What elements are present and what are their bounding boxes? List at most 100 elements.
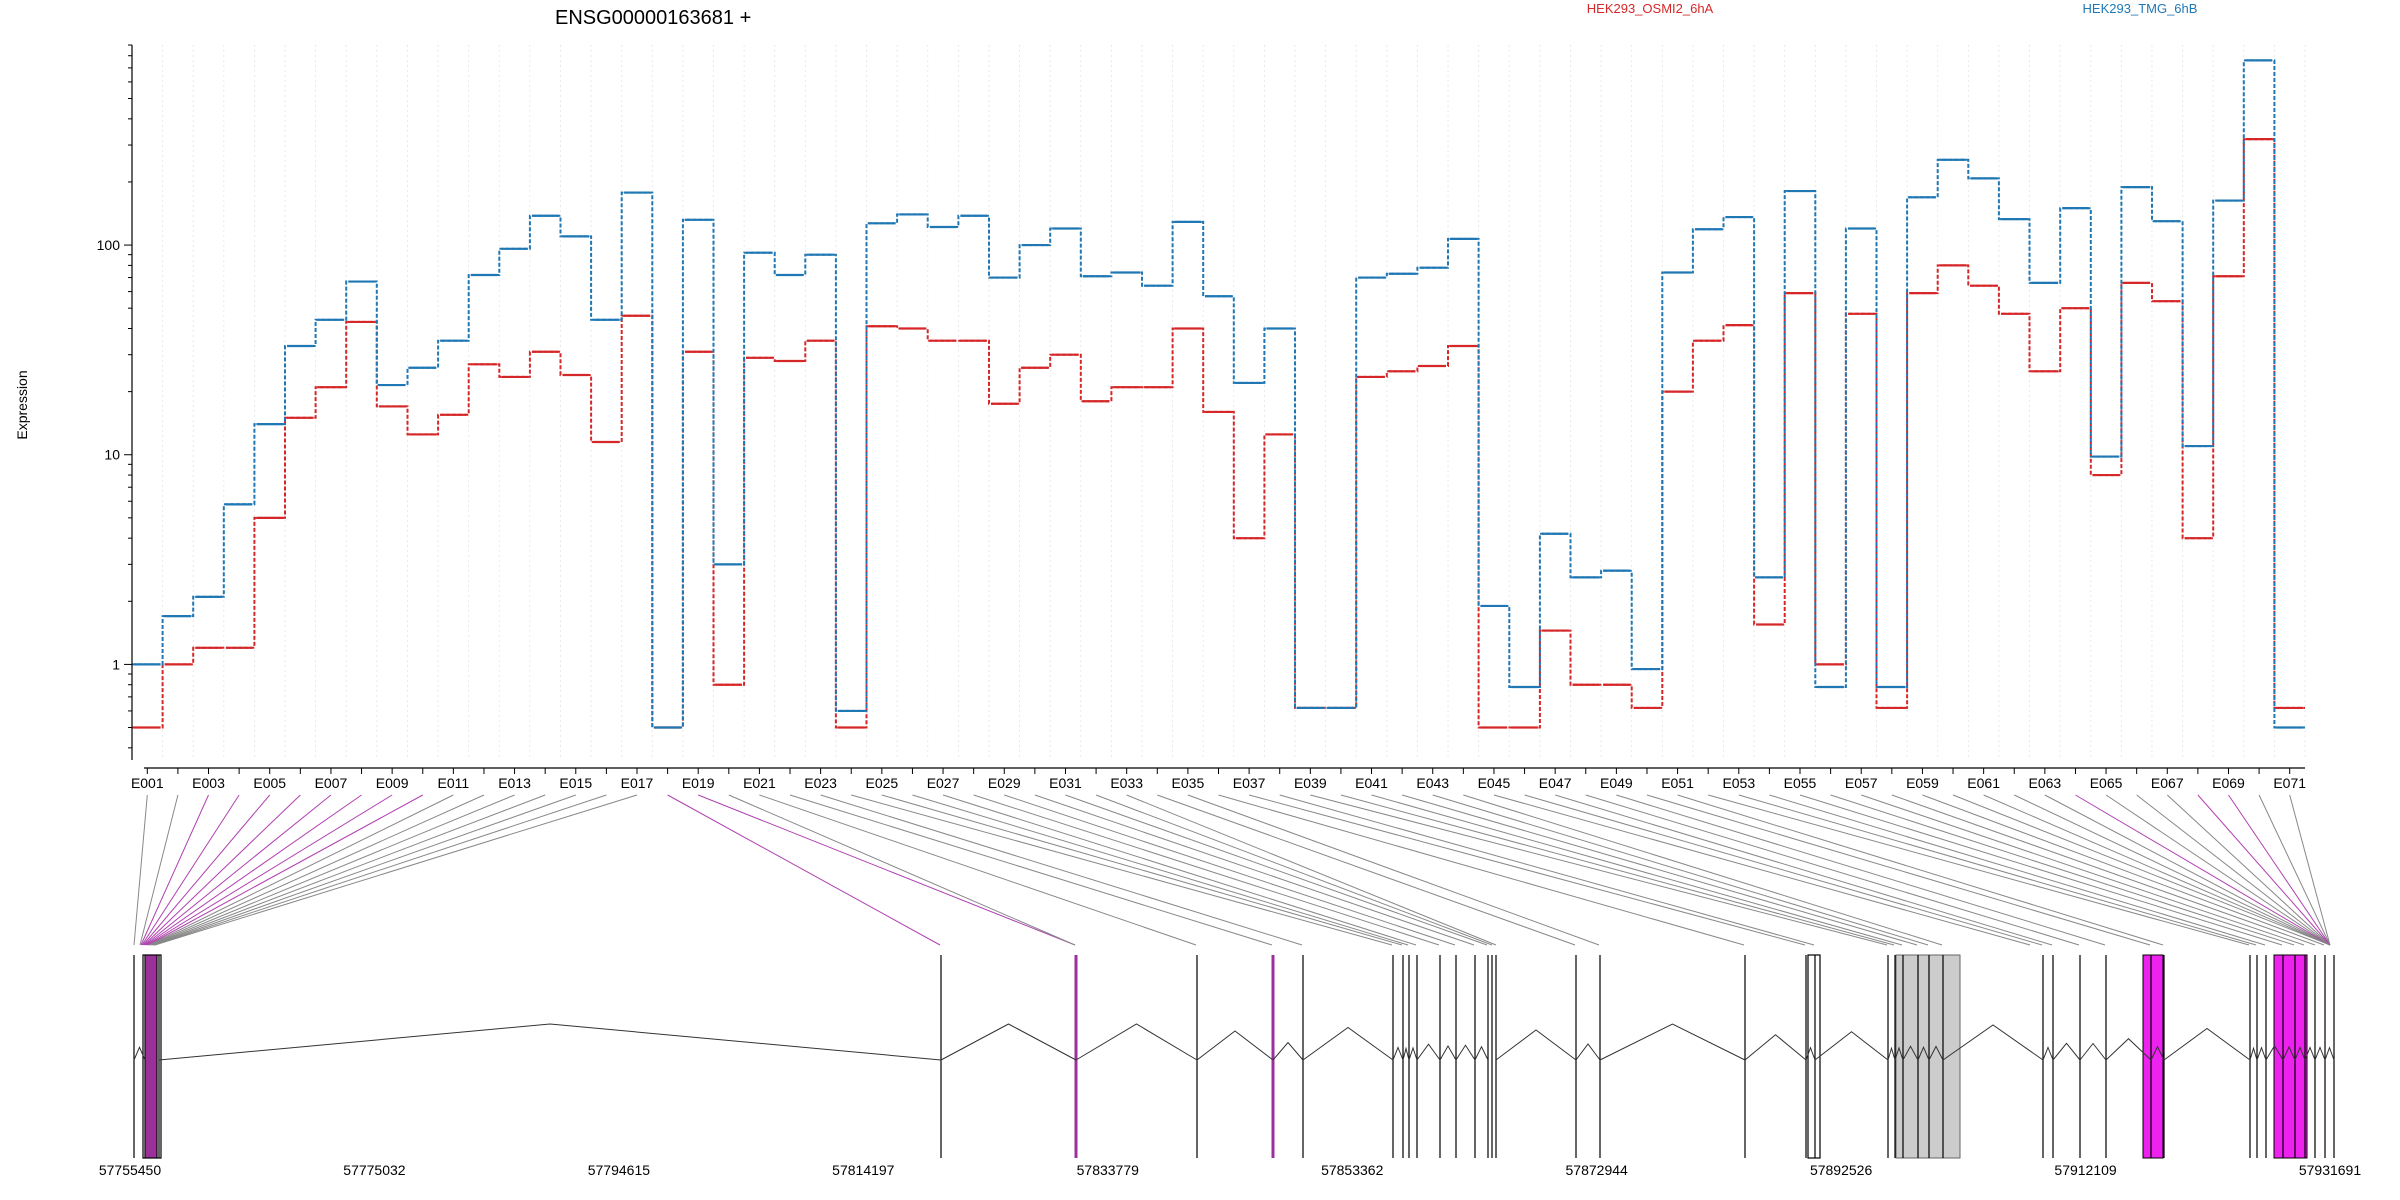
intron-line (1196, 1030, 1274, 1061)
exon-connector (2289, 794, 2331, 946)
exon-connector (1126, 794, 1497, 946)
genome-coordinate-label: 57931691 (2299, 1162, 2362, 1178)
x-tick-label: E063 (2029, 775, 2062, 791)
intron-line (1474, 1045, 1489, 1061)
genome-coordinate-label: 57775032 (343, 1162, 406, 1178)
genome-coordinate-label: 57892526 (1810, 1162, 1873, 1178)
exon-connector (147, 794, 423, 946)
exon-connector (1983, 794, 2331, 946)
exon-connector (667, 794, 941, 946)
exon-connector (1279, 794, 1815, 946)
exon-connector (2258, 794, 2331, 946)
intron-line (2249, 1046, 2258, 1061)
exon-connector (1310, 794, 1888, 946)
x-tick-label: E051 (1661, 775, 1694, 791)
exon-connector (145, 794, 362, 946)
exon-connector (1034, 794, 1475, 946)
exon-connector (1830, 794, 2295, 946)
exon-connector (1004, 794, 1456, 946)
exon-connector (1095, 794, 1493, 946)
exon-connector (1677, 794, 2164, 946)
x-tick-label: E023 (804, 775, 837, 791)
series-line-b (132, 59, 2305, 729)
x-tick-label: E029 (988, 775, 1021, 791)
intron-line (1887, 1046, 1896, 1061)
exon-connector (1891, 794, 2316, 946)
exon-connector (146, 794, 393, 946)
exon-connector (1065, 794, 1488, 946)
exon-connector (1646, 794, 2151, 946)
intron-line (1928, 1045, 1944, 1061)
x-tick-label: E043 (1416, 775, 1449, 791)
exon-connector (1463, 794, 1943, 946)
intron-line (1408, 1046, 1418, 1061)
intron-line (1302, 1026, 1394, 1061)
x-tick-label: E039 (1294, 775, 1327, 791)
exon-connector (1371, 794, 1903, 946)
grid (131, 45, 2306, 760)
exon-connector (1157, 794, 1576, 946)
intron-line (1902, 1045, 1919, 1061)
exon-connector (2197, 794, 2331, 946)
series-lines (132, 59, 2305, 729)
exon-connector (1952, 794, 2331, 946)
exon-connector (150, 794, 515, 946)
exon-connector (154, 794, 638, 946)
intron-line (1439, 1044, 1457, 1061)
intron-line (1272, 1041, 1304, 1061)
exon-connector (1432, 794, 1929, 946)
intron-line (1917, 1045, 1930, 1061)
intron-line (1495, 1029, 1577, 1061)
intron-line (940, 1023, 1077, 1061)
exon-connector (148, 794, 454, 946)
x-tick-label: E027 (927, 775, 960, 791)
x-tick-label: E025 (865, 775, 898, 791)
exon-connectors (133, 794, 2331, 946)
exon-connector (1401, 794, 1918, 946)
x-tick-label: E019 (682, 775, 715, 791)
exon-connector (2228, 794, 2331, 946)
intron-line (2163, 1027, 2251, 1061)
intron-line (1416, 1043, 1441, 1061)
x-tick-label: E065 (2090, 775, 2123, 791)
genome-coordinate-label: 57794615 (588, 1162, 651, 1178)
exon-connector (2075, 794, 2331, 946)
x-tick-label: E003 (192, 775, 225, 791)
legend: HEK293_OSMI2_6hA HEK293_TMG_6hB (1587, 1, 2198, 16)
x-tick-label: E061 (1967, 775, 2000, 791)
intron-line (2282, 1045, 2296, 1061)
exon-connector (789, 794, 1273, 946)
legend-series-b: HEK293_TMG_6hB (2083, 1, 2198, 16)
exon-connector (942, 794, 1417, 946)
y-tick-label: 100 (97, 237, 121, 253)
axes: 1 10 100 E001 E003 E005 E007 E009 E011 E013 E015 E0… (97, 44, 2306, 791)
x-tick-label: E021 (743, 775, 776, 791)
intron-line (2265, 1044, 2284, 1061)
intron-line (2294, 1046, 2306, 1061)
exon-connector (1524, 794, 2043, 946)
exon-connector (820, 794, 1303, 946)
exon-connector (698, 794, 1076, 946)
exon-connector (1922, 794, 2325, 946)
exon-connector (1738, 794, 2257, 946)
x-tick-label: E001 (131, 775, 164, 791)
x-tick-label: E059 (1906, 775, 1939, 791)
intron-line (1942, 1024, 2044, 1061)
exon-connector (149, 794, 485, 946)
exon-connector (2136, 794, 2331, 946)
intron-line (1744, 1034, 1807, 1061)
y-axis-label: Expression (14, 370, 30, 439)
x-tick-label: E013 (498, 775, 531, 791)
exon-connector (1769, 794, 2266, 946)
transcript-track (133, 954, 2335, 1159)
intron-line (158, 1023, 942, 1061)
exon-connector (133, 794, 148, 946)
y-tick-label: 1 (112, 656, 120, 672)
x-tick-label: E069 (2212, 775, 2245, 791)
intron-line (1814, 1031, 1889, 1061)
x-tick-label: E005 (253, 775, 286, 791)
exon-connector (139, 794, 179, 946)
x-tick-label: E007 (315, 775, 348, 791)
x-tick-label: E037 (1233, 775, 1266, 791)
x-tick-label: E057 (1845, 775, 1878, 791)
